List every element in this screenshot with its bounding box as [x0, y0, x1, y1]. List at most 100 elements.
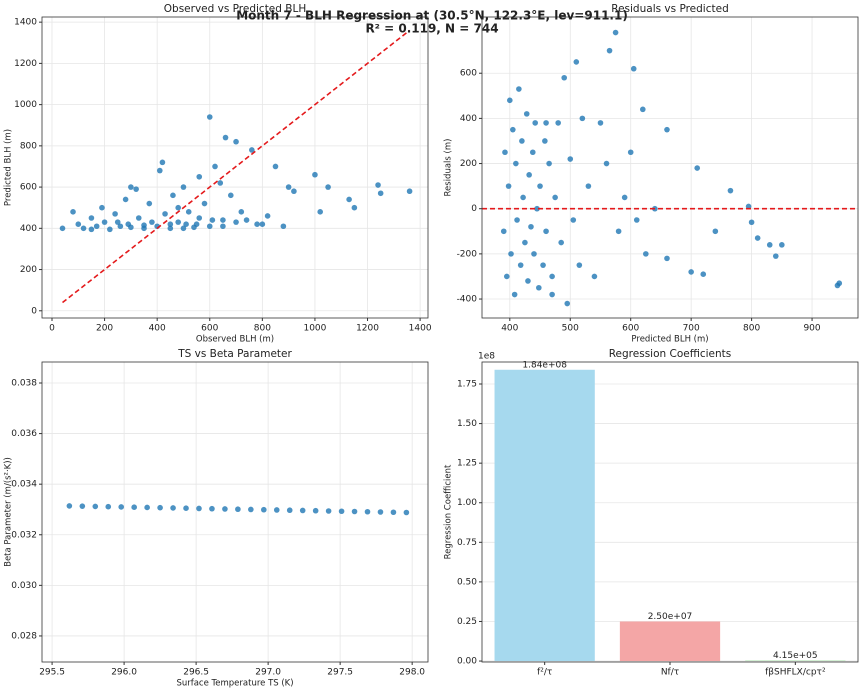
scatter-point	[144, 504, 150, 511]
x-tick-label: 0	[49, 324, 55, 334]
y-tick-label: 1.00	[457, 498, 477, 508]
axes-frame	[481, 16, 859, 319]
x-tick-label: 800	[254, 324, 271, 334]
scatter-point	[522, 239, 528, 246]
y-tick-label: 0.032	[11, 530, 37, 540]
y-tick-label: 400	[20, 224, 37, 234]
scatter-point	[532, 120, 538, 126]
subplot-title: Regression Coefficients	[609, 348, 732, 360]
scatter-point	[209, 505, 215, 512]
subplot-title: Observed vs Predicted BLH	[164, 3, 306, 15]
y-tick-label: 0.00	[457, 657, 477, 667]
bar	[745, 660, 846, 662]
scatter-point	[346, 196, 352, 203]
scatter-point	[603, 160, 610, 167]
scatter-point	[537, 183, 543, 189]
x-tick-label: 1400	[409, 324, 432, 334]
scatter-point	[570, 217, 577, 223]
scatter-point	[299, 507, 306, 514]
scatter-point	[254, 221, 260, 227]
scatter-point	[249, 147, 255, 153]
scatter-point	[597, 120, 604, 126]
scatter-point	[503, 273, 510, 280]
scatter-point	[180, 184, 187, 190]
y-tick-label: 1000	[14, 100, 37, 110]
y-tick-label: 0.75	[457, 538, 477, 548]
scatter-point	[141, 222, 147, 229]
scatter-point	[220, 223, 226, 230]
x-tick-label: 500	[562, 324, 579, 334]
scatter-point	[112, 211, 118, 217]
scatter-point	[101, 219, 108, 225]
scatter-point	[772, 253, 779, 259]
y-tick-label: 0	[31, 306, 37, 316]
scatter-point	[217, 180, 224, 186]
y-axis-label: Predicted BLH (m)	[4, 129, 14, 206]
scatter-point	[149, 219, 155, 225]
scatter-point	[688, 269, 694, 275]
scatter-point	[131, 504, 137, 510]
scatter-point	[180, 225, 187, 232]
x-tick-label: 200	[96, 324, 113, 334]
scatter-point	[261, 506, 267, 513]
scatter-point	[745, 203, 752, 210]
y-offset-label: 1e8	[478, 352, 495, 362]
subplot: TS vs Beta Parameter 0.028 0.030 0.032 0.034…	[4, 348, 429, 689]
x-tick-label: 296.5	[183, 668, 209, 678]
scatter-point	[135, 215, 142, 221]
y-tick-label: 0.028	[11, 631, 37, 641]
scatter-point	[542, 138, 548, 144]
scatter-point	[633, 217, 640, 223]
scatter-point	[128, 184, 134, 190]
scatter-point	[591, 273, 598, 280]
y-tick-label: 1.25	[457, 459, 477, 469]
scatter-point	[546, 160, 552, 167]
scatter-point	[114, 219, 121, 225]
scatter-point	[513, 160, 519, 167]
scatter-point	[748, 219, 755, 226]
scatter-point	[511, 291, 518, 298]
y-tick-label: 0.25	[457, 617, 477, 627]
scatter-point	[201, 200, 208, 207]
scatter-point	[93, 223, 100, 230]
scatter-point	[206, 114, 213, 120]
scatter-point	[133, 186, 139, 192]
scatter-point	[259, 221, 266, 227]
scatter-point	[167, 221, 174, 227]
scatter-point	[220, 217, 226, 223]
scatter-point	[534, 205, 540, 212]
scatter-point	[612, 29, 619, 36]
scatter-point	[196, 505, 202, 512]
y-axis-label: Residuals (m)	[444, 139, 454, 197]
x-tick-label: Nf/τ	[661, 668, 679, 678]
scatter-point	[564, 300, 571, 307]
scatter-point	[291, 188, 297, 195]
scatter-point	[233, 219, 239, 225]
scatter-point	[630, 65, 637, 72]
x-tick-label: 297.0	[255, 668, 281, 678]
y-tick-label: 600	[460, 69, 477, 79]
x-tick-label: 296.0	[111, 668, 137, 678]
scatter-point	[212, 163, 218, 170]
scatter-point	[766, 242, 773, 248]
scatter-point	[233, 138, 239, 145]
y-tick-label: 0.036	[11, 429, 37, 439]
value-label: 1.84e+08	[522, 360, 567, 370]
subplot-title: TS vs Beta Parameter	[177, 348, 292, 360]
y-tick-label: 0.50	[457, 577, 477, 587]
y-tick-label: 0.034	[11, 480, 37, 490]
scatter-point	[105, 503, 112, 510]
scatter-point	[627, 149, 634, 156]
scatter-point	[264, 213, 271, 219]
scatter-point	[727, 187, 734, 194]
scatter-point	[317, 209, 323, 215]
scatter-point	[248, 506, 254, 513]
scatter-point	[834, 282, 841, 289]
scatter-point	[175, 219, 182, 225]
bar	[494, 369, 595, 662]
y-tick-label: 1400	[14, 18, 37, 28]
scatter-point	[576, 262, 583, 268]
scatter-point	[59, 225, 66, 232]
scatter-point	[92, 503, 99, 510]
